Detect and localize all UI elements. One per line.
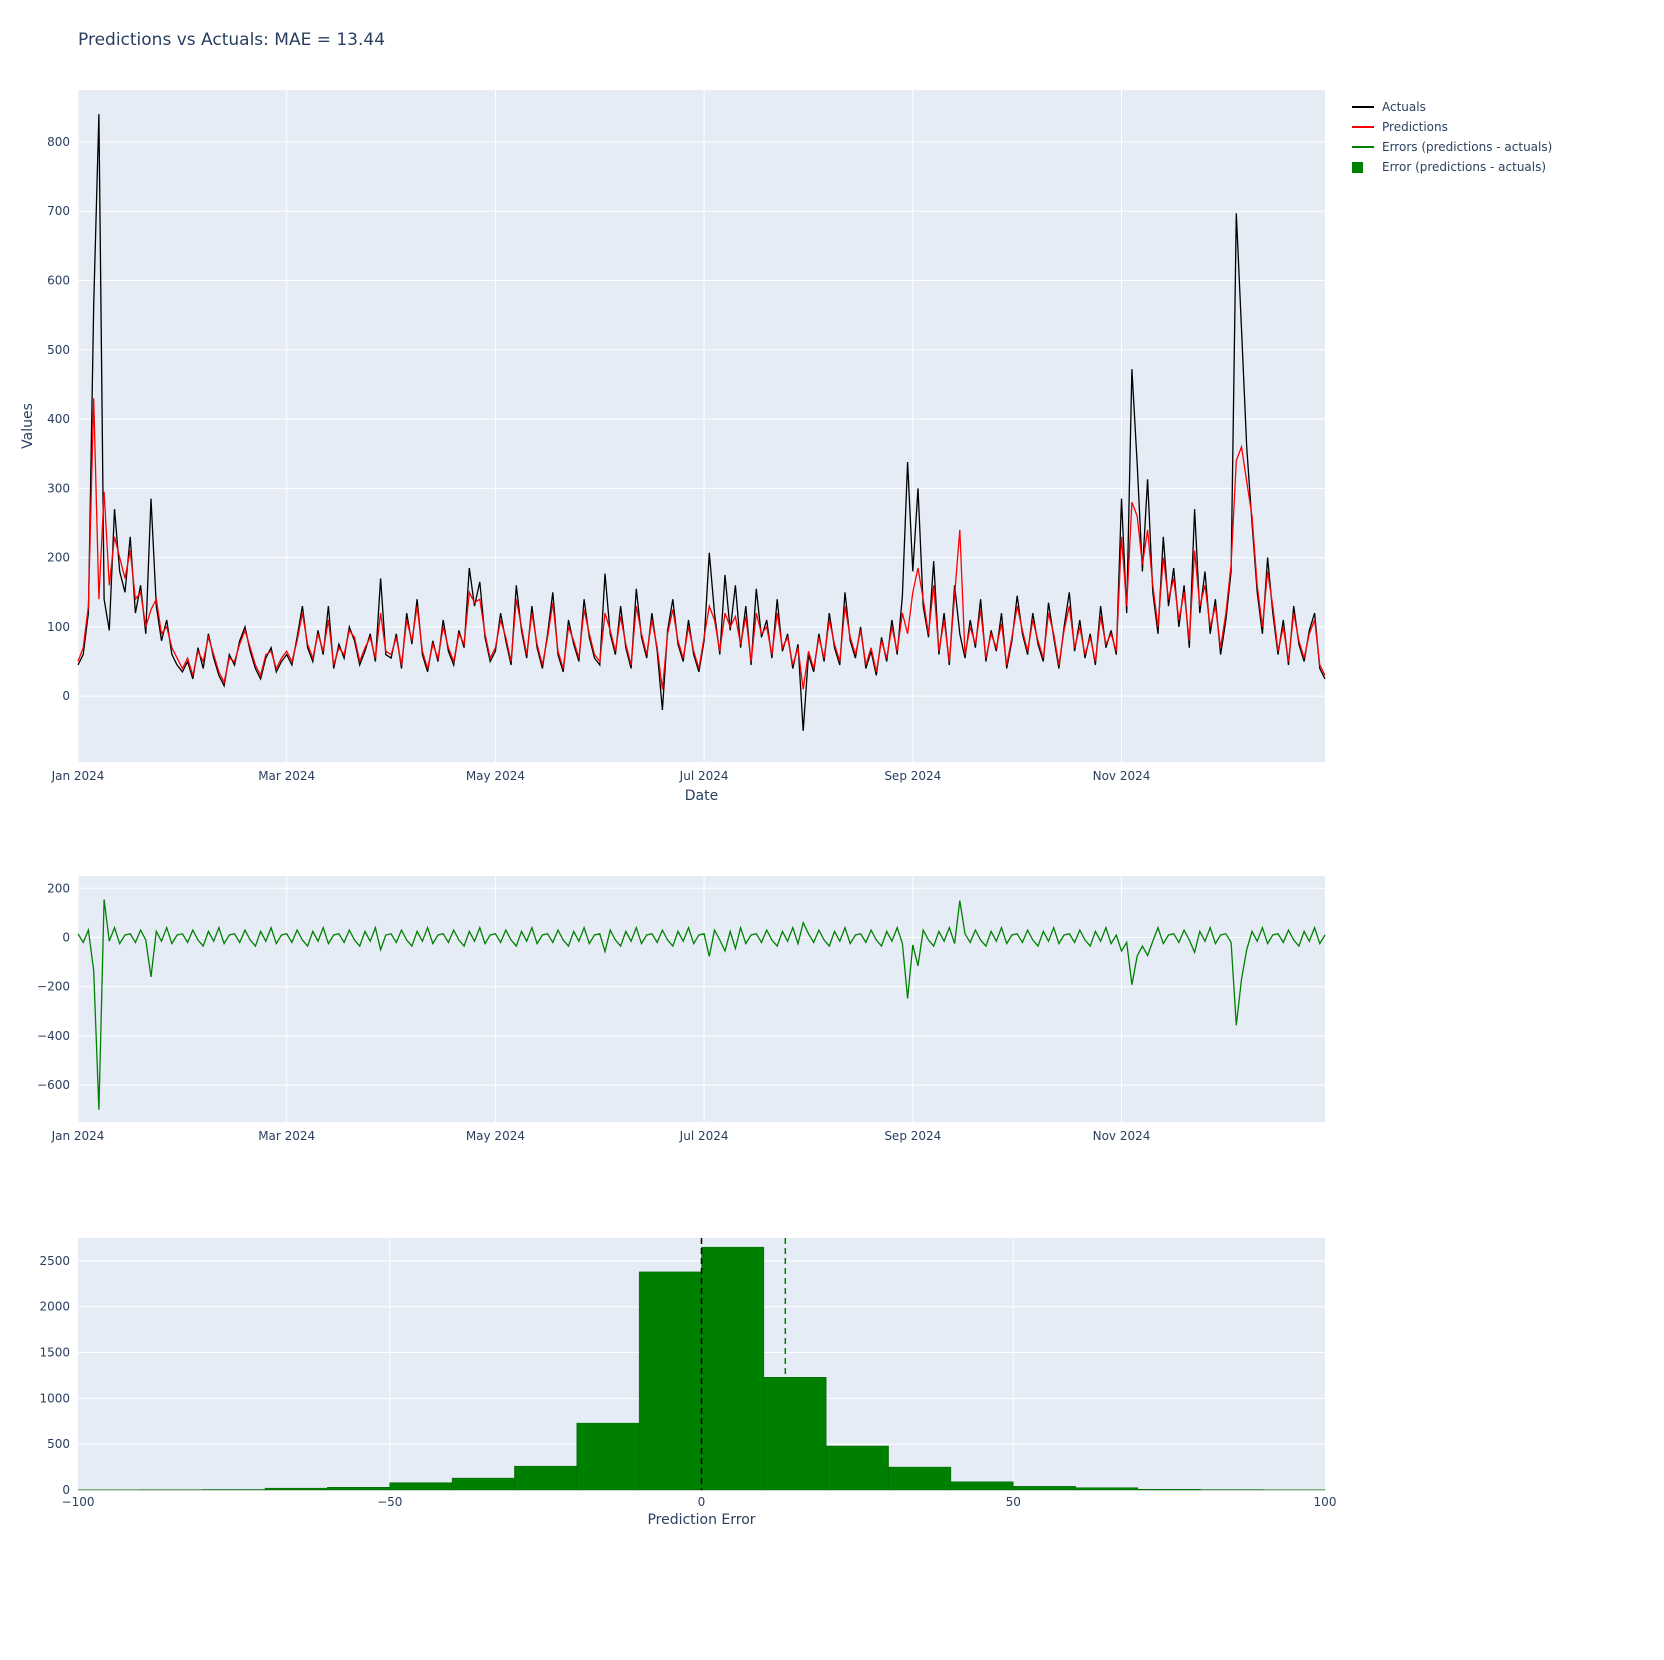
legend-item[interactable]: Errors (predictions - actuals) bbox=[1352, 140, 1552, 154]
histogram-bar bbox=[1075, 1487, 1139, 1491]
histogram-bar bbox=[1013, 1486, 1076, 1491]
y-tick-label: 400 bbox=[47, 412, 70, 426]
x-axis-title-date: Date bbox=[684, 788, 719, 804]
y-tick-label: 800 bbox=[47, 135, 70, 149]
histogram-bar bbox=[888, 1466, 952, 1491]
legend-line-swatch bbox=[1352, 145, 1376, 149]
histogram-bar bbox=[327, 1487, 390, 1491]
legend-square-swatch bbox=[1352, 161, 1376, 173]
plot-area[interactable] bbox=[78, 876, 1325, 1122]
y-tick-label: 500 bbox=[47, 343, 70, 357]
histogram-bar bbox=[264, 1487, 328, 1491]
y-tick-label: 200 bbox=[47, 881, 70, 895]
y-tick-label: 1500 bbox=[39, 1346, 70, 1360]
x-tick-label: 100 bbox=[1314, 1495, 1337, 1509]
x-tick-label: Mar 2024 bbox=[258, 769, 315, 783]
x-tick-label: −50 bbox=[377, 1495, 402, 1509]
x-tick-label: May 2024 bbox=[466, 769, 525, 783]
x-tick-label: 0 bbox=[698, 1495, 706, 1509]
legend-line-swatch bbox=[1352, 105, 1376, 109]
histogram-bar bbox=[701, 1246, 765, 1491]
x-tick-label: Sep 2024 bbox=[884, 1129, 941, 1143]
y-tick-label: −400 bbox=[37, 1029, 70, 1043]
histogram-bar bbox=[451, 1477, 515, 1491]
chart-title: Predictions vs Actuals: MAE = 13.44 bbox=[78, 30, 386, 50]
x-tick-label: Mar 2024 bbox=[258, 1129, 315, 1143]
x-tick-label: Jul 2024 bbox=[679, 1129, 729, 1143]
y-tick-label: 200 bbox=[47, 551, 70, 565]
histogram-bar bbox=[389, 1482, 453, 1491]
y-tick-label: 0 bbox=[62, 689, 70, 703]
y-tick-label: 600 bbox=[47, 274, 70, 288]
y-tick-label: 500 bbox=[47, 1437, 70, 1451]
legend-item-label: Errors (predictions - actuals) bbox=[1382, 140, 1553, 154]
y-axis-title-values: Values bbox=[20, 403, 36, 449]
histogram-bar bbox=[638, 1271, 702, 1491]
x-tick-label: Jan 2024 bbox=[51, 769, 105, 783]
y-tick-label: −200 bbox=[37, 980, 70, 994]
legend-item-label: Predictions bbox=[1382, 120, 1448, 134]
histogram-bar bbox=[514, 1465, 578, 1491]
histogram-bar bbox=[950, 1481, 1014, 1491]
x-tick-label: Sep 2024 bbox=[884, 769, 941, 783]
legend-item-label: Actuals bbox=[1382, 100, 1426, 114]
legend-item[interactable]: Error (predictions - actuals) bbox=[1352, 160, 1552, 174]
x-tick-label: Jul 2024 bbox=[679, 769, 729, 783]
y-tick-label: 700 bbox=[47, 204, 70, 218]
legend: Actuals Predictions Errors (predictions - … bbox=[1352, 100, 1552, 174]
y-tick-label: 0 bbox=[62, 931, 70, 945]
x-tick-label: −100 bbox=[62, 1495, 95, 1509]
histogram-bar bbox=[576, 1422, 640, 1491]
y-tick-label: −600 bbox=[37, 1078, 70, 1092]
legend-item[interactable]: Actuals bbox=[1352, 100, 1552, 114]
histogram-bar bbox=[1137, 1489, 1201, 1491]
legend-item[interactable]: Predictions bbox=[1352, 120, 1552, 134]
x-axis-title-prediction-error: Prediction Error bbox=[647, 1512, 756, 1528]
histogram-bar bbox=[763, 1377, 827, 1491]
x-tick-label: Nov 2024 bbox=[1093, 1129, 1151, 1143]
y-tick-label: 2500 bbox=[39, 1254, 70, 1268]
x-tick-label: Nov 2024 bbox=[1093, 769, 1151, 783]
y-tick-label: 2000 bbox=[39, 1300, 70, 1314]
y-tick-label: 300 bbox=[47, 481, 70, 495]
x-tick-label: Jan 2024 bbox=[51, 1129, 105, 1143]
x-tick-label: 50 bbox=[1006, 1495, 1021, 1509]
legend-item-label: Error (predictions - actuals) bbox=[1382, 160, 1547, 174]
legend-line-swatch bbox=[1352, 125, 1376, 129]
y-tick-label: 0 bbox=[62, 1483, 70, 1497]
x-tick-label: May 2024 bbox=[466, 1129, 525, 1143]
series-errors-predictions-actuals bbox=[77, 899, 1326, 1110]
series-predictions bbox=[77, 398, 1326, 690]
y-tick-label: 100 bbox=[47, 620, 70, 634]
y-tick-label: 1000 bbox=[39, 1391, 70, 1405]
histogram-bar bbox=[825, 1445, 889, 1491]
